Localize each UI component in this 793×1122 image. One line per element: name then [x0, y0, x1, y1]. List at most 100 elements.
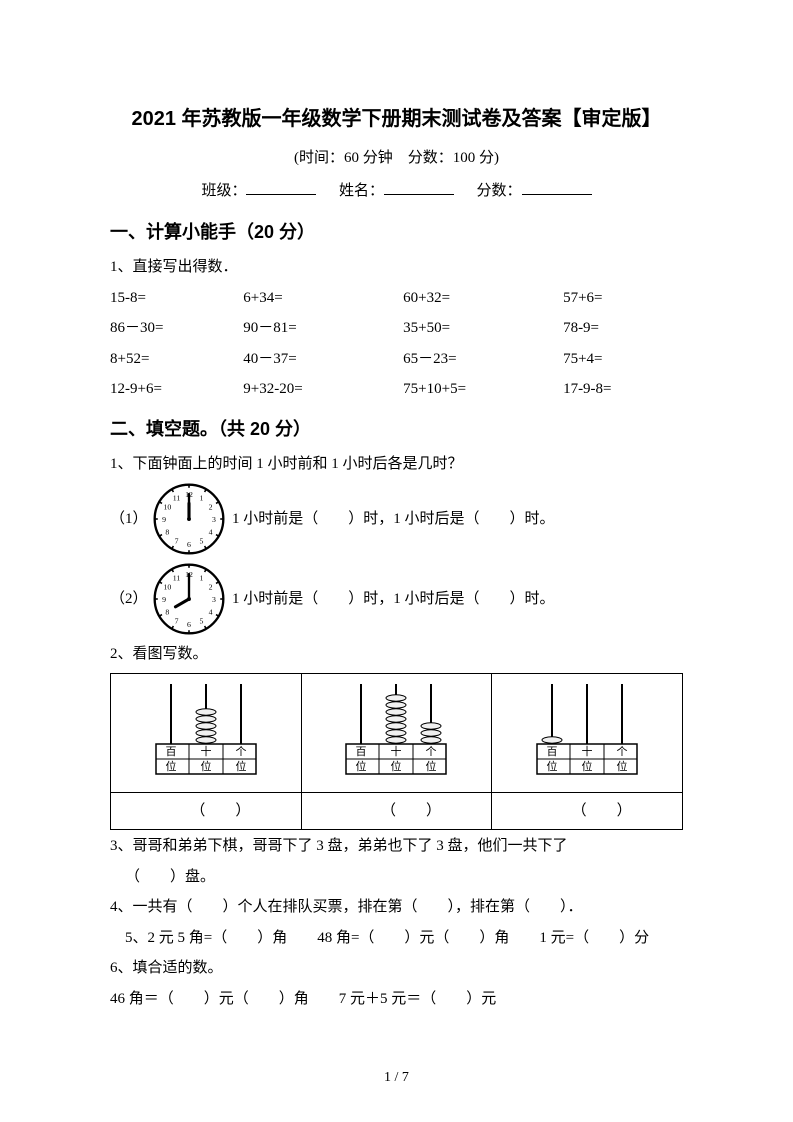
svg-text:5: 5 — [200, 537, 204, 546]
svg-text:10: 10 — [163, 503, 171, 512]
calc-cell: 12-9+6= — [110, 375, 243, 404]
svg-text:十: 十 — [200, 744, 211, 758]
clock2-prefix: （2） — [110, 585, 150, 614]
svg-text:2: 2 — [209, 503, 213, 512]
svg-text:位: 位 — [426, 759, 437, 773]
svg-text:1: 1 — [200, 574, 204, 583]
page: 2021 年苏教版一年级数学下册期末测试卷及答案【审定版】 (时间：60 分钟 … — [0, 0, 793, 1122]
svg-text:11: 11 — [173, 574, 181, 583]
calc-cell: 35+50= — [403, 314, 563, 343]
calc-cell: 15-8= — [110, 284, 243, 313]
abacus-3-icon: 百位十位个位 — [512, 678, 662, 778]
calc-cell: 9+32-20= — [243, 375, 403, 404]
calc-row-2: 86－30= 90－81= 35+50= 78-9= — [110, 314, 683, 343]
calc-cell: 78-9= — [563, 314, 683, 343]
q2-6b: 46 角＝（ ）元（ ）角 7 元＋5 元＝（ ）元 — [110, 985, 683, 1014]
abacus-ans-3[interactable]: （ ） — [492, 793, 683, 830]
abacus-cell-3: 百位十位个位 — [492, 673, 683, 793]
q2-1-label: 1、下面钟面上的时间 1 小时前和 1 小时后各是几时？ — [110, 450, 683, 479]
clock2-text: 1 小时前是（ ）时，1 小时后是（ ）时。 — [228, 585, 683, 614]
section1-heading: 一、计算小能手（20 分） — [110, 215, 683, 249]
calc-row-3: 8+52= 40－37= 65－23= 75+4= — [110, 345, 683, 374]
calc-cell: 86－30= — [110, 314, 243, 343]
calc-cell: 75+10+5= — [403, 375, 563, 404]
exam-title: 2021 年苏教版一年级数学下册期末测试卷及答案【审定版】 — [110, 100, 683, 138]
svg-text:位: 位 — [391, 759, 402, 773]
svg-text:4: 4 — [209, 528, 213, 537]
svg-text:9: 9 — [162, 515, 166, 524]
abacus-ans-1[interactable]: （ ） — [111, 793, 302, 830]
abacus-2-icon: 百位十位个位 — [321, 678, 471, 778]
svg-text:位: 位 — [165, 759, 176, 773]
svg-text:位: 位 — [582, 759, 593, 773]
svg-text:11: 11 — [173, 494, 181, 503]
abacus-cell-1: 百位十位个位 — [111, 673, 302, 793]
name-blank[interactable] — [384, 179, 454, 195]
svg-text:3: 3 — [212, 515, 216, 524]
svg-text:1: 1 — [200, 494, 204, 503]
svg-text:8: 8 — [165, 528, 169, 537]
calc-cell: 8+52= — [110, 345, 243, 374]
q2-4: 4、一共有（ ）个人在排队买票，排在第（ ），排在第（ ）． — [110, 893, 683, 922]
q2-2-label: 2、看图写数。 — [110, 640, 683, 669]
svg-text:4: 4 — [209, 608, 213, 617]
svg-text:位: 位 — [235, 759, 246, 773]
q2-3b: （ ）盘。 — [110, 863, 683, 892]
svg-text:位: 位 — [617, 759, 628, 773]
abacus-table: 百位十位个位 百位十位个位 百位十位个位 （ ） （ ） （ ） — [110, 673, 683, 831]
calc-row-1: 15-8= 6+34= 60+32= 57+6= — [110, 284, 683, 313]
q2-6: 6、填合适的数。 — [110, 954, 683, 983]
svg-text:7: 7 — [175, 617, 179, 626]
svg-text:6: 6 — [187, 620, 191, 629]
calc-cell: 17-9-8= — [563, 375, 683, 404]
svg-text:位: 位 — [356, 759, 367, 773]
page-number: 1 / 7 — [0, 1065, 793, 1092]
calc-cell: 90－81= — [243, 314, 403, 343]
svg-text:8: 8 — [165, 608, 169, 617]
calc-cell: 60+32= — [403, 284, 563, 313]
clock-1-icon: 121234567891011 — [150, 480, 228, 558]
svg-text:十: 十 — [582, 744, 593, 758]
calc-cell: 40－37= — [243, 345, 403, 374]
calc-cell: 57+6= — [563, 284, 683, 313]
svg-text:个: 个 — [617, 745, 628, 758]
calc-cell: 65－23= — [403, 345, 563, 374]
abacus-ans-2[interactable]: （ ） — [301, 793, 492, 830]
clock1-text: 1 小时前是（ ）时，1 小时后是（ ）时。 — [228, 505, 683, 534]
clock-row-2: （2） 121234567891011 1 小时前是（ ）时，1 小时后是（ ）… — [110, 560, 683, 638]
svg-text:百: 百 — [356, 746, 367, 758]
class-blank[interactable] — [246, 179, 316, 195]
svg-text:7: 7 — [175, 537, 179, 546]
exam-subtitle: (时间：60 分钟 分数：100 分) — [110, 144, 683, 173]
score-label: 分数： — [477, 183, 522, 199]
svg-text:2: 2 — [209, 583, 213, 592]
svg-text:个: 个 — [235, 745, 246, 758]
score-blank[interactable] — [522, 179, 592, 195]
calc-cell: 6+34= — [243, 284, 403, 313]
svg-text:3: 3 — [212, 595, 216, 604]
abacus-cell-2: 百位十位个位 — [301, 673, 492, 793]
svg-text:6: 6 — [187, 540, 191, 549]
calc-cell: 75+4= — [563, 345, 683, 374]
section2-heading: 二、填空题。（共 20 分） — [110, 412, 683, 446]
section1-q1-label: 1、直接写出得数． — [110, 253, 683, 282]
svg-text:10: 10 — [163, 583, 171, 592]
svg-text:百: 百 — [547, 746, 558, 758]
q2-3: 3、哥哥和弟弟下棋，哥哥下了 3 盘，弟弟也下了 3 盘，他们一共下了 — [110, 832, 683, 861]
info-line: 班级： 姓名： 分数： — [110, 177, 683, 206]
svg-text:9: 9 — [162, 595, 166, 604]
calc-row-4: 12-9+6= 9+32-20= 75+10+5= 17-9-8= — [110, 375, 683, 404]
clock-2-icon: 121234567891011 — [150, 560, 228, 638]
clock-row-1: （1） 121234567891011 1 小时前是（ ）时，1 小时后是（ ）… — [110, 480, 683, 558]
q2-5: 5、2 元 5 角=（ ）角 48 角=（ ）元（ ）角 1 元=（ ）分 — [110, 924, 683, 953]
clock1-prefix: （1） — [110, 505, 150, 534]
class-label: 班级： — [201, 183, 246, 199]
svg-text:个: 个 — [426, 745, 437, 758]
svg-text:百: 百 — [165, 746, 176, 758]
abacus-1-icon: 百位十位个位 — [131, 678, 281, 778]
svg-text:位: 位 — [547, 759, 558, 773]
svg-text:5: 5 — [200, 617, 204, 626]
name-label: 姓名： — [339, 183, 384, 199]
svg-text:十: 十 — [391, 744, 402, 758]
svg-text:位: 位 — [200, 759, 211, 773]
